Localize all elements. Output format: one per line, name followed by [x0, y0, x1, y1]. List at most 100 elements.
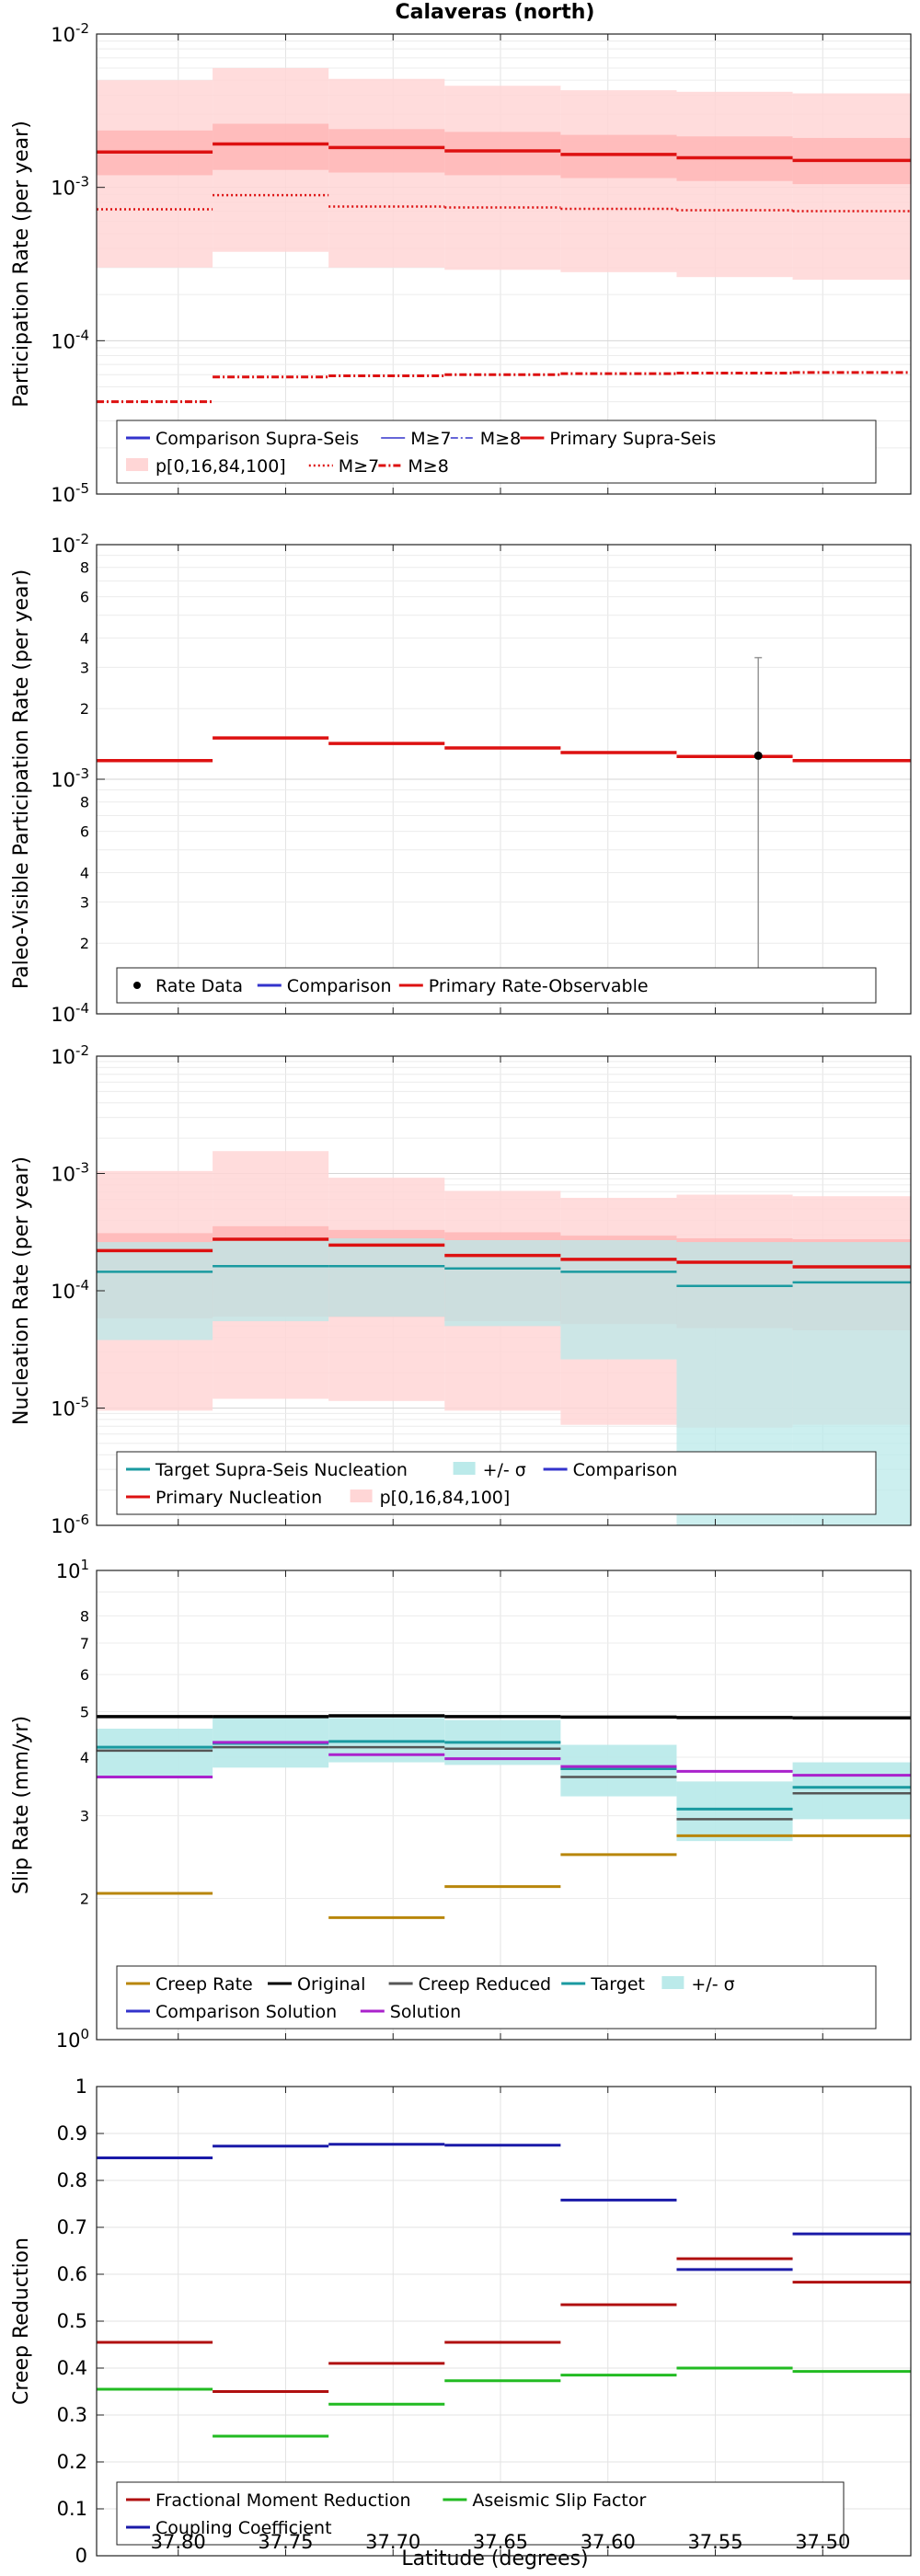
legend-item: p[0,16,84,100] — [350, 1488, 511, 1508]
plot-frame — [96, 33, 912, 495]
legend-item: Comparison — [543, 1460, 678, 1480]
legend-swatch — [133, 982, 141, 989]
panels: 10-5 10-4 10-3 10-2 Participation Rate (per … — [10, 20, 912, 2567]
y-minor-tick-label: 6 — [80, 823, 89, 841]
y-axis-label: Nucleation Rate (per year) — [10, 1156, 33, 1425]
y-tick-labels: 10-4 10-3 10-2 2 3 4 6 8 2 3 4 6 8 — [51, 531, 89, 1026]
legend-label: Coupling Coefficient — [155, 2518, 332, 2538]
legend-frame — [116, 1965, 877, 2030]
y-tick-labels: 100 101 2 3 4 5 6 7 8 — [56, 1557, 89, 2052]
y-tick-label: 0 — [75, 2545, 87, 2567]
y-tick-labels: 10-6 10-5 10-4 10-3 10-2 — [51, 1042, 89, 1537]
legend-item: Coupling Coefficient — [126, 2518, 332, 2538]
series-creep-reduced — [97, 1745, 911, 1821]
y-minor-tick-label: 4 — [80, 864, 89, 881]
y-tick-label: 101 — [56, 1557, 89, 1582]
x-tick-label: 37.75 — [258, 2531, 313, 2553]
legend-label: Primary Nucleation — [155, 1488, 322, 1508]
legend-frame — [116, 1451, 877, 1515]
rate-data-point — [753, 751, 763, 760]
y-tick-label: 10-4 — [51, 1277, 89, 1303]
y-minor-tick-label: 4 — [80, 629, 89, 647]
y-tick-label: 10-6 — [51, 1512, 89, 1537]
legend-label: Original — [297, 1974, 365, 1995]
y-tick-label: 0.8 — [57, 2169, 87, 2191]
band-inner — [560, 134, 677, 178]
plot-frame — [96, 1570, 912, 2041]
y-minor-tick-label: 3 — [80, 1808, 89, 1825]
band-outer — [444, 86, 561, 270]
legend-label: Creep Rate — [155, 1974, 253, 1995]
legend-label: Target — [590, 1974, 645, 1995]
legend-item: Primary Supra-Seis — [520, 429, 716, 449]
y-tick-label: 0.7 — [57, 2216, 87, 2238]
legend-label: Rate Data — [155, 976, 243, 996]
series-coupling-coefficient — [97, 2143, 911, 2271]
band-outer — [792, 93, 911, 281]
y-tick-label: 10-3 — [51, 765, 89, 791]
y-axis-label: Participation Rate (per year) — [10, 121, 33, 408]
legend: Fractional Moment Reduction Aseismic Slip… — [116, 2481, 845, 2546]
x-axis-label: Latitude (degrees) — [401, 2547, 588, 2570]
y-minor-tick-label: 2 — [80, 700, 89, 718]
y-minor-tick-label: 3 — [80, 659, 89, 676]
y-tick-label: 0.6 — [57, 2263, 87, 2285]
series-m-8 — [97, 371, 911, 404]
legend-swatch — [661, 1976, 684, 1989]
series-aseismic-slip-factor — [97, 2366, 911, 2438]
panel-creep: 0 0.1 0.2 0.3 0.4 0.5 0.6 0.7 0.8 0.9 1 Creep Reduc… — [10, 2076, 912, 2567]
y-tick-label: 0.2 — [57, 2451, 87, 2473]
legend-label: Primary Rate-Observable — [429, 976, 649, 996]
y-axis-label: Slip Rate (mm/yr) — [10, 1716, 33, 1894]
legend-label: p[0,16,84,100] — [380, 1488, 511, 1508]
legend-item: Rate Data — [133, 976, 243, 996]
legend-item: Fractional Moment Reduction — [126, 2490, 411, 2511]
legend-label: Comparison Solution — [155, 2002, 337, 2022]
series-primary-nucleation — [97, 1237, 911, 1269]
legend-label: +/- σ — [483, 1460, 526, 1480]
y-tick-labels: 0 0.1 0.2 0.3 0.4 0.5 0.6 0.7 0.8 0.9 1 — [57, 2076, 87, 2567]
y-tick-label: 100 — [56, 2026, 89, 2052]
series-target-supra-seis-nucleation — [97, 1265, 911, 1287]
legend-label: Fractional Moment Reduction — [155, 2490, 411, 2511]
y-tick-label: 0.4 — [57, 2357, 87, 2379]
series-original — [97, 1714, 911, 1720]
y-tick-label: 10-5 — [51, 1395, 89, 1420]
legend-label: Comparison — [573, 1460, 678, 1480]
y-minor-tick-label: 2 — [80, 935, 89, 952]
y-tick-label: 10-3 — [51, 174, 89, 200]
legend-label: Solution — [390, 2002, 461, 2022]
y-axis-label: Paleo-Visible Participation Rate (per ye… — [10, 569, 33, 989]
grid — [97, 1570, 911, 2041]
legend-item: Original — [268, 1974, 365, 1995]
x-tick-label: 37.80 — [151, 2531, 206, 2553]
legend-item: Creep Rate — [126, 1974, 253, 1995]
target-sigma-band — [97, 1728, 213, 1779]
y-tick-label: 0.9 — [57, 2122, 87, 2145]
band-inner — [328, 129, 445, 173]
legend-item: Primary Rate-Observable — [398, 976, 649, 996]
rate-data-errorbar — [754, 657, 763, 973]
series-creep-rate — [97, 1834, 911, 1970]
panel-slip: 100 101 2 3 4 5 6 7 8 Slip Rate (mm/yr) Creep Rate… — [10, 1557, 912, 2052]
legend-label: Comparison Supra-Seis — [155, 429, 359, 449]
x-tick-label: 37.60 — [581, 2531, 636, 2553]
y-minor-tick-label: 2 — [80, 1890, 89, 1907]
y-minor-tick-label: 3 — [80, 893, 89, 911]
y-tick-label: 10-2 — [51, 20, 89, 46]
band-inner — [213, 123, 329, 170]
legend-label: Comparison — [287, 976, 392, 996]
legend-label: +/- σ — [691, 1974, 734, 1995]
y-minor-tick-label: 6 — [80, 589, 89, 606]
target-sigma-band — [328, 1237, 445, 1317]
legend-label: Target Supra-Seis Nucleation — [155, 1460, 408, 1480]
legend-frame — [116, 967, 877, 1004]
legend-label: Aseismic Slip Factor — [472, 2490, 646, 2511]
legend-item: Comparison Solution — [126, 2002, 337, 2022]
panel-nucleation: 10-6 10-5 10-4 10-3 10-2 Nucleation Rate (per… — [10, 1042, 912, 1537]
legend-label: p[0,16,84,100] — [155, 456, 286, 477]
legend-item: +/- σ — [453, 1460, 526, 1480]
series-solution — [97, 1741, 911, 1778]
series-primary-rate-observable — [97, 736, 911, 763]
